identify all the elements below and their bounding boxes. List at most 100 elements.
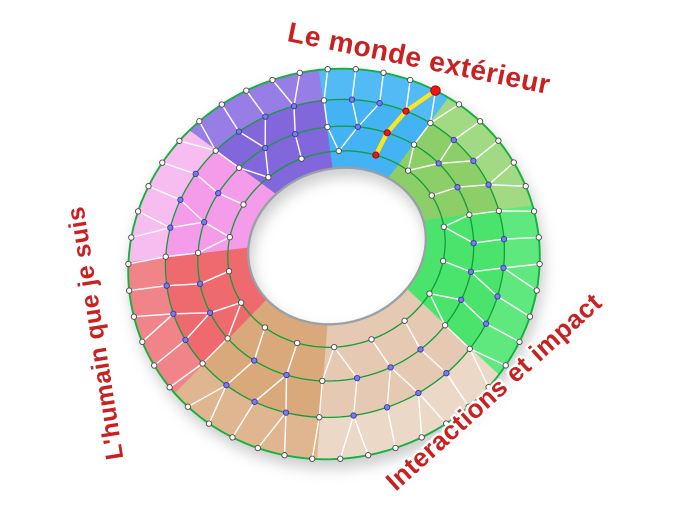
mesh-node[interactable] xyxy=(407,76,414,84)
sector-boundary-node[interactable] xyxy=(199,360,206,367)
highlight-node[interactable] xyxy=(383,129,391,137)
mesh-node[interactable] xyxy=(335,147,342,155)
mesh-node[interactable] xyxy=(235,128,243,135)
mesh-node[interactable] xyxy=(485,384,492,391)
mesh-node[interactable] xyxy=(465,403,472,410)
mesh-node[interactable] xyxy=(510,159,517,166)
mesh-node[interactable] xyxy=(265,174,272,181)
mesh-node[interactable] xyxy=(387,364,394,371)
mesh-node[interactable] xyxy=(170,310,177,317)
mesh-node[interactable] xyxy=(261,324,269,331)
mesh-node[interactable] xyxy=(251,357,258,364)
mesh-node[interactable] xyxy=(368,336,375,343)
mesh-node[interactable] xyxy=(218,101,225,108)
mesh-node[interactable] xyxy=(201,218,208,226)
mesh-node[interactable] xyxy=(159,159,166,166)
mesh-node[interactable] xyxy=(533,287,540,294)
mesh-node[interactable] xyxy=(350,412,357,419)
mesh-node[interactable] xyxy=(240,201,247,208)
sector-boundary-node[interactable] xyxy=(224,335,231,342)
sector-blue-outer-band[interactable] xyxy=(318,68,451,124)
mesh-node[interactable] xyxy=(352,66,359,73)
mesh-node[interactable] xyxy=(470,239,477,247)
mesh-node[interactable] xyxy=(426,290,433,297)
mesh-node[interactable] xyxy=(435,160,442,167)
mesh-node[interactable] xyxy=(126,287,133,294)
mesh-node[interactable] xyxy=(536,260,543,268)
mesh-node[interactable] xyxy=(337,455,344,462)
highlight-node[interactable] xyxy=(402,107,410,115)
highlight-path[interactable] xyxy=(373,88,438,158)
mesh-node[interactable] xyxy=(139,338,146,345)
mesh-node[interactable] xyxy=(309,455,316,462)
sector-light-tan-outer-band[interactable] xyxy=(314,348,499,460)
mesh-node[interactable] xyxy=(401,317,408,324)
mesh-node[interactable] xyxy=(125,260,132,268)
mesh-node[interactable] xyxy=(500,264,507,272)
sector-boundary-node[interactable] xyxy=(194,249,202,257)
mesh-node[interactable] xyxy=(454,184,461,191)
sector-purple-outer-band[interactable] xyxy=(187,69,325,152)
mesh-node[interactable] xyxy=(223,382,230,389)
mesh-node[interactable] xyxy=(283,371,290,379)
mesh-node[interactable] xyxy=(392,444,399,452)
mesh-node[interactable] xyxy=(495,137,502,144)
mesh-node[interactable] xyxy=(331,343,338,351)
sector-boundary-node[interactable] xyxy=(162,253,169,260)
mesh-node[interactable] xyxy=(522,183,529,190)
mesh-node[interactable] xyxy=(348,96,356,103)
mesh-node[interactable] xyxy=(516,338,523,345)
mesh-node[interactable] xyxy=(440,223,448,231)
sector-boundary-node[interactable] xyxy=(441,322,449,329)
mesh-node[interactable] xyxy=(196,280,204,287)
sector-boundary-node[interactable] xyxy=(316,414,323,421)
mesh-node[interactable] xyxy=(184,403,192,410)
mesh-node[interactable] xyxy=(428,192,435,199)
mesh-node[interactable] xyxy=(128,234,135,241)
mesh-node[interactable] xyxy=(281,452,288,459)
mesh-node[interactable] xyxy=(294,339,301,347)
mesh-node[interactable] xyxy=(298,155,305,162)
mesh-node[interactable] xyxy=(324,66,331,73)
mesh-node[interactable] xyxy=(290,102,298,110)
mesh-node[interactable] xyxy=(215,190,222,197)
sector-boundary-node[interactable] xyxy=(466,345,473,352)
sector-boundary-node[interactable] xyxy=(410,141,418,148)
mesh-node[interactable] xyxy=(470,157,477,164)
highlight-node[interactable] xyxy=(430,85,441,96)
mesh-node[interactable] xyxy=(251,398,258,405)
mesh-node[interactable] xyxy=(467,268,475,276)
mesh-node[interactable] xyxy=(455,101,463,108)
mesh-node[interactable] xyxy=(134,208,142,215)
mesh-node[interactable] xyxy=(182,336,189,344)
mesh-node[interactable] xyxy=(166,384,173,391)
mesh-node[interactable] xyxy=(383,404,391,411)
mesh-node[interactable] xyxy=(526,313,534,320)
sector-green-outer-band[interactable] xyxy=(469,205,540,377)
highlight-node[interactable] xyxy=(372,151,380,159)
mesh-node[interactable] xyxy=(296,69,303,76)
mesh-node[interactable] xyxy=(167,224,174,231)
sector-boundary-node[interactable] xyxy=(236,164,243,171)
mesh-node[interactable] xyxy=(130,313,138,320)
mesh-node[interactable] xyxy=(415,389,422,397)
mesh-node[interactable] xyxy=(177,196,184,203)
mesh-node[interactable] xyxy=(254,444,261,452)
mesh-node[interactable] xyxy=(206,309,214,316)
sector-boundary-node[interactable] xyxy=(427,119,434,127)
mesh-node[interactable] xyxy=(530,208,538,215)
mesh-node[interactable] xyxy=(229,434,236,441)
mesh-node[interactable] xyxy=(404,167,412,174)
sector-boundary-node[interactable] xyxy=(466,211,473,218)
mesh-node[interactable] xyxy=(439,257,447,265)
sector-boundary-node[interactable] xyxy=(324,123,331,131)
mesh-node[interactable] xyxy=(292,130,299,138)
mesh-node[interactable] xyxy=(262,144,269,152)
sector-boundary-node[interactable] xyxy=(320,97,328,104)
mesh-node[interactable] xyxy=(238,299,245,306)
mesh-node[interactable] xyxy=(443,420,450,427)
sector-tan-outer-band[interactable] xyxy=(173,362,321,460)
mesh-node[interactable] xyxy=(450,136,457,144)
mesh-node[interactable] xyxy=(282,409,290,416)
mesh-node[interactable] xyxy=(262,113,269,120)
